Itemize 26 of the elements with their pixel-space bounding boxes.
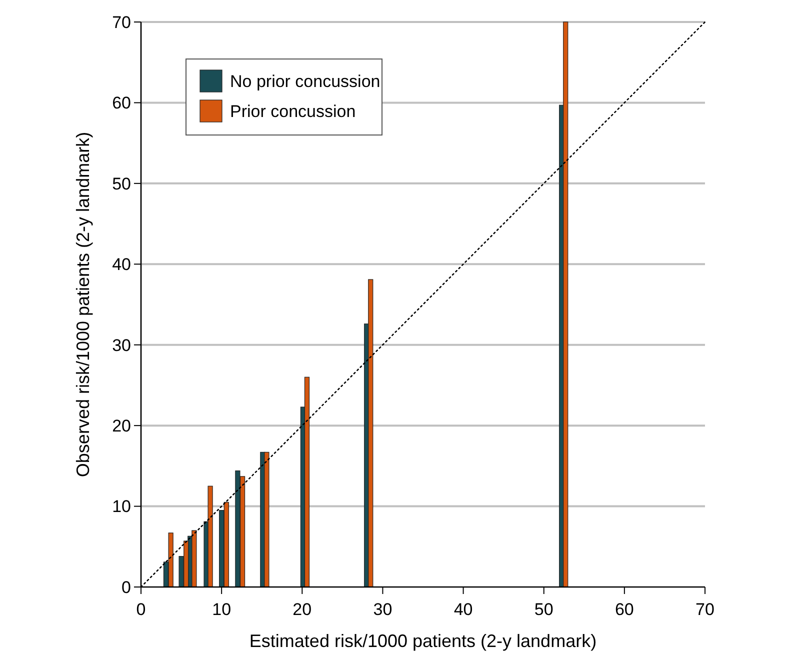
x-tick-label: 20	[292, 600, 312, 619]
bar	[368, 279, 374, 588]
y-tick-label: 10	[112, 497, 131, 516]
legend-label: Prior concussion	[230, 102, 356, 121]
y-tick-label: 60	[112, 94, 131, 113]
y-tick-label: 70	[112, 12, 131, 32]
y-tick-label: 0	[122, 578, 131, 597]
x-tick-label: 40	[454, 600, 473, 619]
x-tick-label: 0	[136, 600, 146, 619]
y-tick-label: 40	[112, 255, 131, 274]
x-tick-label: 50	[534, 600, 554, 619]
bar	[304, 376, 310, 588]
x-tick-label: 10	[212, 600, 232, 619]
y-axis-title: Observed risk/1000 patients (2-y landmark)	[73, 132, 93, 478]
x-tick-label: 60	[614, 600, 634, 619]
y-tick-label: 30	[112, 336, 131, 355]
x-tick-label: 30	[373, 600, 392, 619]
y-tick-label: 50	[112, 174, 131, 194]
bar	[208, 486, 213, 588]
legend-label: No prior concussion	[230, 72, 380, 91]
bar	[192, 530, 197, 588]
bar	[563, 22, 568, 588]
x-tick-label: 70	[696, 600, 714, 619]
bar	[264, 452, 270, 588]
y-tick-label: 20	[112, 416, 131, 436]
x-axis-title: Estimated risk/1000 patients (2-y landmark)	[249, 631, 597, 651]
